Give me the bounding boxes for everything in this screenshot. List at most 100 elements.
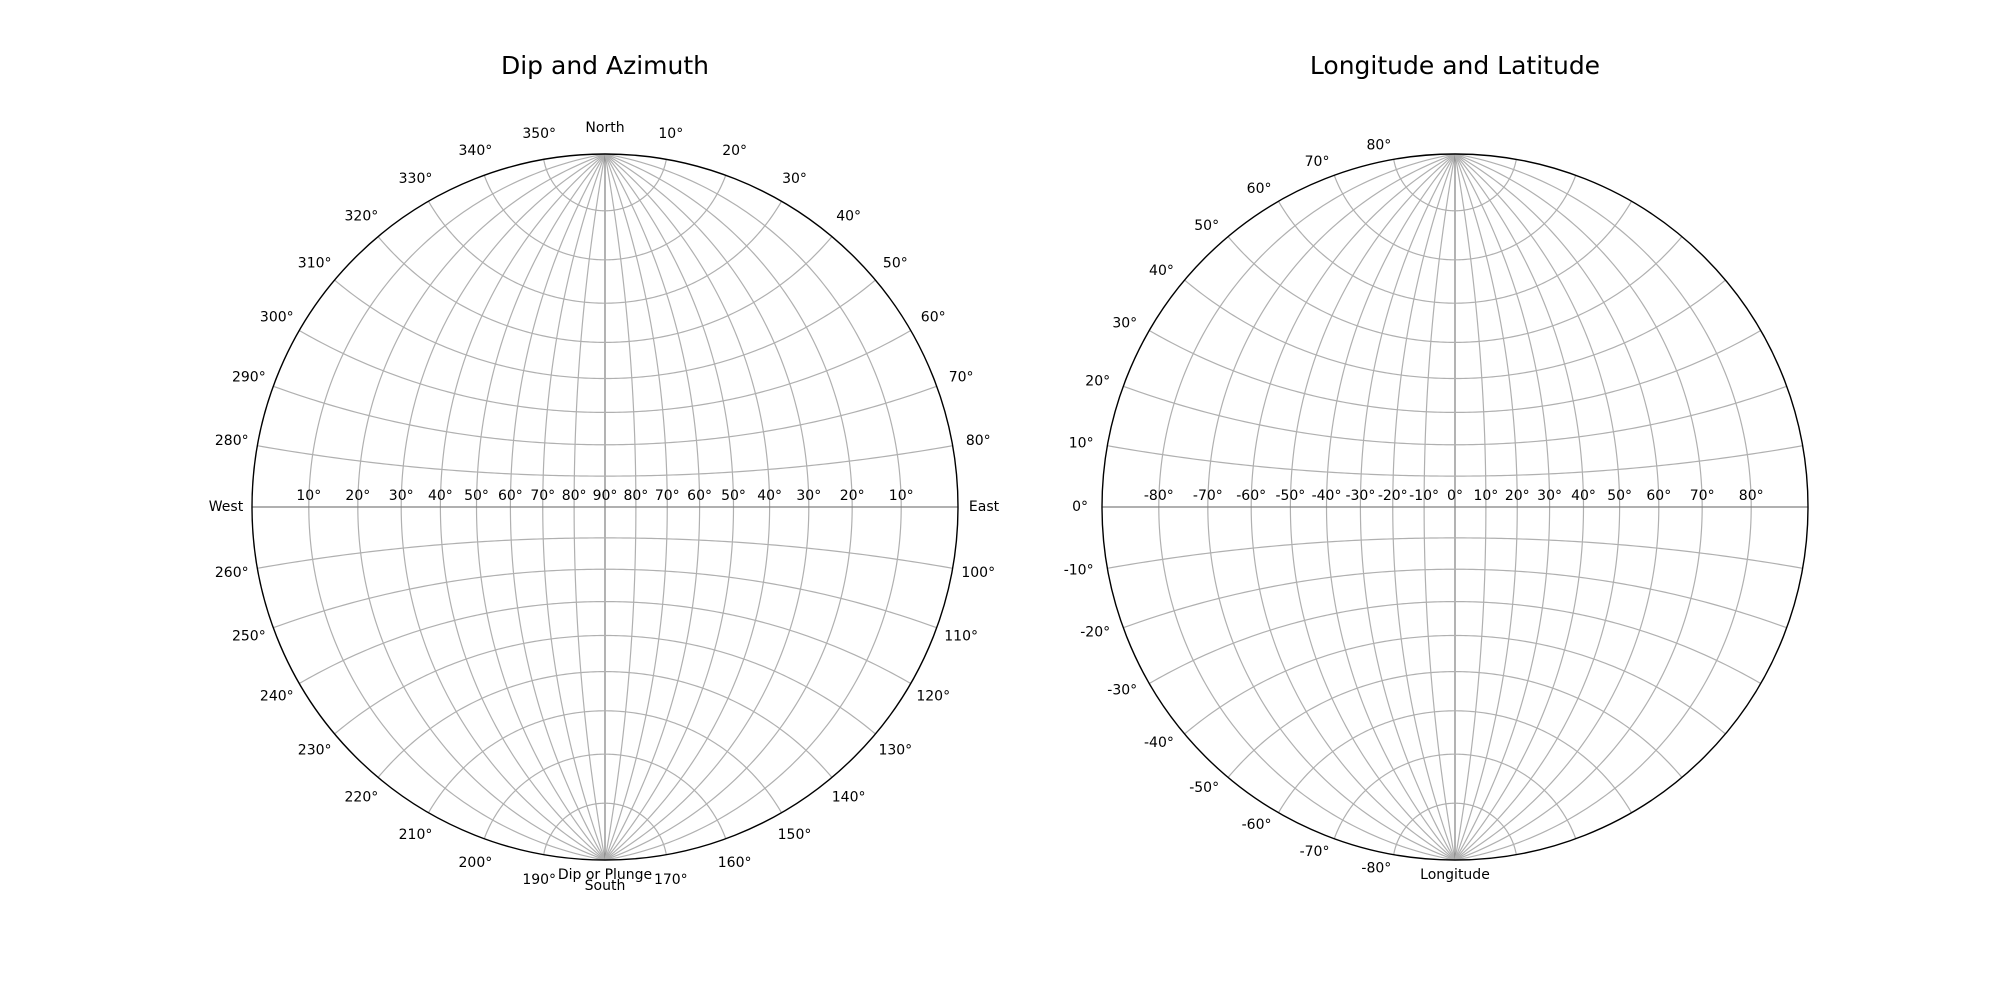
latitude-tick-label: -40° <box>1144 735 1174 751</box>
parallel-line <box>1277 710 1633 814</box>
latitude-tick-label: -80° <box>1361 860 1391 876</box>
latitude-tick-label: 20° <box>1085 373 1110 389</box>
latitude-tick-label: 70° <box>1305 154 1330 170</box>
longitude-tick-label: 10° <box>1473 488 1498 504</box>
longitude-latitude-primitive-circle <box>1101 153 1809 861</box>
longitude-tick-label: -60° <box>1236 488 1266 504</box>
parallel-line <box>1184 634 1726 735</box>
dip-tick-label: 20° <box>345 488 370 504</box>
azimuth-tick-label: 50° <box>883 255 908 271</box>
longitude-tick-label: -30° <box>1345 488 1375 504</box>
azimuth-tick-label: 350° <box>522 126 556 142</box>
azimuth-tick-label: 330° <box>399 171 433 187</box>
latitude-tick-label: -20° <box>1080 625 1110 641</box>
latitude-tick-label: -50° <box>1189 780 1219 796</box>
parallel-line <box>334 279 876 380</box>
parallel-line <box>377 236 833 343</box>
azimuth-tick-label: 320° <box>345 209 379 225</box>
azimuth-tick-label: 340° <box>459 143 493 159</box>
longitude-tick-label: -50° <box>1275 488 1305 504</box>
parallel-line <box>1277 200 1633 304</box>
dip-tick-label: 30° <box>796 488 821 504</box>
azimuth-tick-label: 170° <box>654 872 688 888</box>
parallel-line <box>1107 445 1803 477</box>
parallel-line <box>483 753 727 839</box>
parallel-line <box>1393 159 1517 212</box>
parallel-line <box>1227 671 1683 778</box>
dip-tick-label: 80° <box>623 488 648 504</box>
azimuth-tick-label: 250° <box>232 629 266 645</box>
dip-tick-label: 70° <box>530 488 555 504</box>
dip-azimuth-primitive-circle <box>251 153 959 861</box>
parallel-line <box>543 159 667 212</box>
azimuth-tick-label: 30° <box>782 171 807 187</box>
dip-tick-label: 40° <box>428 488 453 504</box>
azimuth-tick-label: 310° <box>298 255 332 271</box>
latitude-tick-label: 10° <box>1069 435 1094 451</box>
azimuth-tick-label: 280° <box>215 433 249 449</box>
azimuth-tick-label: 260° <box>215 565 249 581</box>
dip-tick-label: 60° <box>498 488 523 504</box>
parallel-line <box>273 568 937 629</box>
dip-tick-label: 50° <box>721 488 746 504</box>
dip-tick-label: 50° <box>464 488 489 504</box>
longitude-tick-label: 60° <box>1646 488 1671 504</box>
dip-azimuth-xlabel: Dip or Plunge <box>558 867 652 883</box>
longitude-latitude-grid <box>1102 153 1808 861</box>
azimuth-tick-label: 290° <box>232 369 266 385</box>
longitude-tick-label: -40° <box>1312 488 1342 504</box>
azimuth-tick-label: 110° <box>944 629 978 645</box>
dip-azimuth-title: Dip and Azimuth <box>501 51 709 80</box>
azimuth-tick-label: 200° <box>459 855 493 871</box>
longitude-tick-label: -10° <box>1409 488 1439 504</box>
dip-tick-label: 10° <box>889 488 914 504</box>
parallel-line <box>1123 568 1787 629</box>
longitude-tick-label: 80° <box>1739 488 1764 504</box>
azimuth-tick-label: 140° <box>832 789 866 805</box>
latitude-tick-label: 40° <box>1149 263 1174 279</box>
parallel-line <box>273 385 937 446</box>
azimuth-tick-label: 40° <box>836 209 861 225</box>
azimuth-tick-label: 10° <box>658 126 683 142</box>
azimuth-tick-label: 240° <box>260 689 294 705</box>
azimuth-tick-label: 230° <box>298 743 332 759</box>
longitude-tick-label: 20° <box>1505 488 1530 504</box>
parallel-line <box>298 329 912 414</box>
azimuth-tick-label: North <box>585 120 624 136</box>
dip-azimuth-grid <box>252 153 958 861</box>
azimuth-tick-label: 60° <box>921 310 946 326</box>
longitude-tick-label: 70° <box>1690 488 1715 504</box>
longitude-tick-label: -70° <box>1193 488 1223 504</box>
longitude-tick-label: 40° <box>1571 488 1596 504</box>
azimuth-tick-label: 210° <box>399 827 433 843</box>
parallel-line <box>1227 236 1683 343</box>
longitude-latitude-stereonet: Longitude and Latitude -80° -70° -60° -50° -… <box>1064 51 1809 883</box>
parallel-line <box>427 710 783 814</box>
longitude-latitude-title: Longitude and Latitude <box>1310 51 1600 80</box>
parallel-line <box>1148 329 1762 414</box>
dip-tick-label: 90° <box>593 488 618 504</box>
latitude-tick-label: -30° <box>1107 683 1137 699</box>
azimuth-tick-label: 100° <box>961 565 995 581</box>
azimuth-tick-label: 80° <box>966 433 991 449</box>
parallel-line <box>1333 753 1577 839</box>
parallel-line <box>483 175 727 261</box>
latitude-tick-label: 50° <box>1194 218 1219 234</box>
parallel-line <box>1148 600 1762 685</box>
latitude-tick-label: 80° <box>1366 138 1391 154</box>
latitude-tick-label: -10° <box>1064 563 1094 579</box>
dip-tick-label: 60° <box>687 488 712 504</box>
parallel-line <box>543 802 667 855</box>
azimuth-tick-label: 120° <box>916 689 950 705</box>
azimuth-tick-label: South <box>585 878 626 894</box>
latitude-tick-label: -70° <box>1300 844 1330 860</box>
parallel-line <box>1393 802 1517 855</box>
azimuth-tick-label: 20° <box>722 143 747 159</box>
dip-azimuth-stereonet: Dip and Azimuth North 10° 20° 30° 40° 50° 60° 7… <box>209 51 1000 894</box>
parallel-line <box>334 634 876 735</box>
dip-tick-label: 80° <box>562 488 587 504</box>
latitude-tick-label: 60° <box>1247 181 1272 197</box>
azimuth-tick-label: 160° <box>718 855 752 871</box>
parallel-line <box>1333 175 1577 261</box>
